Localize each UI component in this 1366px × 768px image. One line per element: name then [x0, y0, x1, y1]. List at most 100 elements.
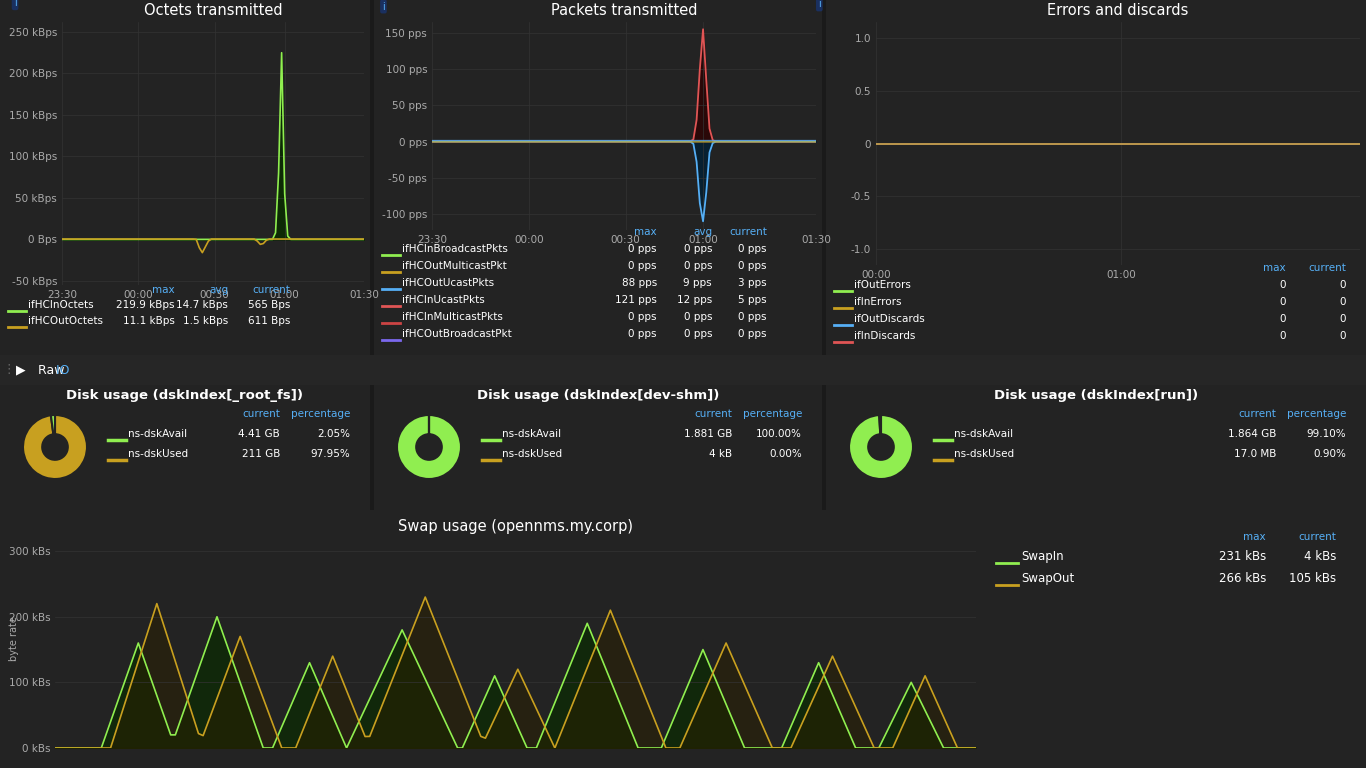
- Text: i: i: [382, 2, 385, 12]
- Text: ns-dskAvail: ns-dskAvail: [953, 429, 1014, 439]
- Text: 99.10%: 99.10%: [1306, 429, 1346, 439]
- Text: ifHCInMulticastPkts: ifHCInMulticastPkts: [402, 312, 503, 322]
- Text: 9 pps: 9 pps: [683, 278, 712, 288]
- Text: ifHCOutUcastPkts: ifHCOutUcastPkts: [402, 278, 494, 288]
- Text: 105 kBs: 105 kBs: [1290, 572, 1336, 585]
- Text: current: current: [1298, 532, 1336, 542]
- Text: ns-dskAvail: ns-dskAvail: [501, 429, 561, 439]
- Text: 100.00%: 100.00%: [757, 429, 802, 439]
- Wedge shape: [51, 415, 55, 435]
- Text: i: i: [818, 0, 821, 9]
- Text: 0 pps: 0 pps: [628, 312, 657, 322]
- Text: max: max: [153, 285, 175, 295]
- Text: ifOutErrors: ifOutErrors: [854, 280, 911, 290]
- Text: 4 kBs: 4 kBs: [1303, 550, 1336, 563]
- Text: IO: IO: [52, 363, 70, 376]
- Text: current: current: [694, 409, 732, 419]
- Text: 0: 0: [1280, 297, 1285, 307]
- Text: ns-dskUsed: ns-dskUsed: [501, 449, 563, 459]
- Title: Errors and discards: Errors and discards: [1048, 3, 1188, 18]
- Text: 219.9 kBps: 219.9 kBps: [116, 300, 175, 310]
- Text: 1.881 GB: 1.881 GB: [683, 429, 732, 439]
- Text: ⋮: ⋮: [3, 363, 15, 376]
- Text: 0 pps: 0 pps: [628, 261, 657, 271]
- Text: max: max: [634, 227, 657, 237]
- Text: 611 Bps: 611 Bps: [247, 316, 290, 326]
- Text: current: current: [242, 409, 280, 419]
- Text: SwapIn: SwapIn: [1020, 550, 1064, 563]
- Text: 0: 0: [1280, 331, 1285, 341]
- Text: ns-dskUsed: ns-dskUsed: [128, 449, 189, 459]
- Text: 0: 0: [1280, 314, 1285, 324]
- Wedge shape: [850, 415, 912, 479]
- Text: 3 pps: 3 pps: [739, 278, 766, 288]
- Text: 0: 0: [1340, 314, 1346, 324]
- Text: ns-dskAvail: ns-dskAvail: [128, 429, 187, 439]
- Text: 2.05%: 2.05%: [317, 429, 350, 439]
- Text: 0 pps: 0 pps: [683, 244, 712, 254]
- Text: ns-dskUsed: ns-dskUsed: [953, 449, 1014, 459]
- Text: byte rate: byte rate: [10, 617, 19, 661]
- Title: Octets transmitted: Octets transmitted: [143, 3, 283, 18]
- Text: 0.90%: 0.90%: [1313, 449, 1346, 459]
- Text: 0 pps: 0 pps: [739, 244, 766, 254]
- Text: percentage: percentage: [291, 409, 350, 419]
- Title: Packets transmitted: Packets transmitted: [550, 3, 697, 18]
- Text: max: max: [1264, 263, 1285, 273]
- Text: 0 pps: 0 pps: [628, 329, 657, 339]
- Text: 12 pps: 12 pps: [676, 295, 712, 305]
- Text: Disk usage (dskIndex[dev-shm]): Disk usage (dskIndex[dev-shm]): [477, 389, 719, 402]
- Text: ifHCOutOctets: ifHCOutOctets: [27, 316, 102, 326]
- Text: 0 pps: 0 pps: [683, 312, 712, 322]
- Text: current: current: [253, 285, 290, 295]
- Text: 0: 0: [1340, 331, 1346, 341]
- Text: 0: 0: [1280, 280, 1285, 290]
- Text: Disk usage (dskIndex[run]): Disk usage (dskIndex[run]): [994, 389, 1198, 402]
- Text: SwapOut: SwapOut: [1020, 572, 1074, 585]
- Text: 565 Bps: 565 Bps: [247, 300, 290, 310]
- Text: 0 pps: 0 pps: [739, 312, 766, 322]
- Text: avg: avg: [693, 227, 712, 237]
- Text: 4 kB: 4 kB: [709, 449, 732, 459]
- Text: 0: 0: [1340, 280, 1346, 290]
- Text: 11.1 kBps: 11.1 kBps: [123, 316, 175, 326]
- Text: current: current: [1309, 263, 1346, 273]
- Text: 121 pps: 121 pps: [615, 295, 657, 305]
- Text: ifHCOutMulticastPkt: ifHCOutMulticastPkt: [402, 261, 507, 271]
- Title: Swap usage (opennms.my.corp): Swap usage (opennms.my.corp): [398, 519, 632, 534]
- Text: current: current: [729, 227, 766, 237]
- Text: 211 GB: 211 GB: [242, 449, 280, 459]
- Text: 1.5 kBps: 1.5 kBps: [183, 316, 228, 326]
- Text: 0 pps: 0 pps: [683, 261, 712, 271]
- Text: 231 kBs: 231 kBs: [1218, 550, 1266, 563]
- Text: 88 pps: 88 pps: [622, 278, 657, 288]
- Text: 0 pps: 0 pps: [628, 244, 657, 254]
- Text: ▶: ▶: [16, 363, 26, 376]
- Wedge shape: [23, 415, 87, 479]
- Text: avg: avg: [209, 285, 228, 295]
- Text: percentage: percentage: [1287, 409, 1346, 419]
- Text: 17.0 MB: 17.0 MB: [1233, 449, 1276, 459]
- Text: ifHCOutBroadcastPkt: ifHCOutBroadcastPkt: [402, 329, 512, 339]
- Text: 0 pps: 0 pps: [739, 261, 766, 271]
- Text: 4.41 GB: 4.41 GB: [238, 429, 280, 439]
- Text: ifOutDiscards: ifOutDiscards: [854, 314, 925, 324]
- Text: 0 pps: 0 pps: [683, 329, 712, 339]
- Text: 1.864 GB: 1.864 GB: [1228, 429, 1276, 439]
- Wedge shape: [880, 415, 881, 434]
- Text: ifHCInUcastPkts: ifHCInUcastPkts: [402, 295, 485, 305]
- Text: ifInErrors: ifInErrors: [854, 297, 902, 307]
- Text: 0: 0: [1340, 297, 1346, 307]
- Text: 0 pps: 0 pps: [739, 329, 766, 339]
- Text: ifInDiscards: ifInDiscards: [854, 331, 915, 341]
- Text: Disk usage (dskIndex[_root_fs]): Disk usage (dskIndex[_root_fs]): [67, 389, 303, 402]
- Text: percentage: percentage: [743, 409, 802, 419]
- Text: 5 pps: 5 pps: [739, 295, 766, 305]
- Text: 0.00%: 0.00%: [769, 449, 802, 459]
- Text: current: current: [1238, 409, 1276, 419]
- Wedge shape: [398, 415, 460, 479]
- Text: ifHCInOctets: ifHCInOctets: [27, 300, 94, 310]
- Text: 266 kBs: 266 kBs: [1218, 572, 1266, 585]
- Text: 14.7 kBps: 14.7 kBps: [176, 300, 228, 310]
- Text: ifHCInBroadcastPkts: ifHCInBroadcastPkts: [402, 244, 508, 254]
